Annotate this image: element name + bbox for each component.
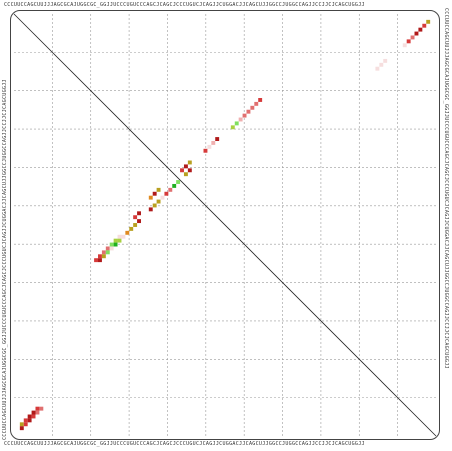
upper-triangle-dot xyxy=(422,23,427,28)
lower-triangle-dot xyxy=(39,406,44,411)
upper-triangle-dot xyxy=(180,168,184,173)
upper-triangle-dot xyxy=(187,160,192,165)
lower-triangle-dot xyxy=(168,187,173,192)
upper-triangle-dot xyxy=(250,105,255,110)
upper-triangle-dot xyxy=(23,418,28,423)
lower-triangle-dot xyxy=(133,223,138,227)
lower-triangle-dot xyxy=(19,426,24,431)
upper-triangle-dot xyxy=(418,27,423,32)
upper-triangle-dot xyxy=(27,414,32,419)
upper-triangle-dot xyxy=(211,140,216,145)
dots-layer xyxy=(19,19,431,431)
upper-triangle-dot xyxy=(101,250,106,255)
upper-triangle-dot xyxy=(203,148,208,153)
upper-triangle-dot xyxy=(258,98,263,102)
upper-triangle-dot xyxy=(230,125,235,130)
upper-triangle-dot xyxy=(383,58,388,63)
lower-triangle-dot xyxy=(125,230,130,235)
upper-triangle-dot xyxy=(152,191,157,196)
upper-triangle-dot xyxy=(254,101,259,106)
upper-triangle-dot xyxy=(414,31,419,36)
upper-triangle-dot xyxy=(148,195,153,200)
upper-triangle-dot xyxy=(109,242,114,247)
lower-triangle-dot xyxy=(121,234,126,239)
lower-triangle-dot xyxy=(160,195,165,200)
upper-triangle-dot xyxy=(137,211,141,216)
lower-triangle-dot xyxy=(113,242,118,247)
upper-triangle-dot xyxy=(246,109,251,114)
upper-triangle-dot xyxy=(426,19,431,24)
lower-triangle-dot xyxy=(35,410,40,415)
sequence-bottom-label: CCCUUCCAGCUUJJJAGCGCAJUGGCGC_GGJJUCCCUGU… xyxy=(4,441,365,447)
upper-triangle-dot xyxy=(105,246,110,251)
upper-triangle-dot xyxy=(402,43,407,48)
lower-triangle-dot xyxy=(98,258,102,263)
lower-triangle-dot xyxy=(176,180,181,184)
upper-triangle-dot xyxy=(234,121,239,126)
lower-triangle-dot xyxy=(152,203,157,208)
lower-triangle-dot xyxy=(137,219,141,224)
upper-triangle-dot xyxy=(98,254,102,259)
upper-triangle-dot xyxy=(31,410,36,415)
lower-triangle-dot xyxy=(105,250,110,255)
lower-triangle-dot xyxy=(172,183,177,188)
upper-triangle-dot xyxy=(35,406,40,411)
sequence-top-label: CCCUUCCAGCUUJJJAGCGCAJUGGCGC_GGJJUCCCUGU… xyxy=(4,2,365,8)
upper-triangle-dot xyxy=(94,258,99,263)
lower-triangle-dot xyxy=(164,191,169,196)
upper-triangle-dot xyxy=(117,234,122,239)
lower-triangle-dot xyxy=(117,238,122,243)
lower-triangle-dot xyxy=(101,254,106,259)
upper-triangle-dot xyxy=(238,117,243,122)
lower-triangle-dot xyxy=(27,418,32,423)
upper-triangle-dot xyxy=(156,187,161,192)
lower-triangle-dot xyxy=(148,207,153,212)
upper-triangle-dot xyxy=(19,422,24,427)
lower-triangle-dot xyxy=(187,168,192,173)
upper-triangle-dot xyxy=(183,164,188,169)
upper-triangle-dot xyxy=(113,238,118,243)
upper-triangle-dot xyxy=(379,62,384,67)
upper-triangle-dot xyxy=(215,137,220,141)
upper-triangle-dot xyxy=(410,35,415,40)
lower-triangle-dot xyxy=(23,422,28,427)
upper-triangle-dot xyxy=(242,113,247,118)
lower-triangle-dot xyxy=(31,414,36,419)
lower-triangle-dot xyxy=(156,199,161,204)
lower-triangle-dot xyxy=(129,226,134,231)
upper-triangle-dot xyxy=(406,39,411,44)
upper-triangle-dot xyxy=(207,144,212,149)
lower-triangle-dot xyxy=(183,172,188,177)
lower-triangle-dot xyxy=(109,246,114,251)
diagonal-line xyxy=(13,13,437,437)
upper-triangle-dot xyxy=(133,215,138,220)
upper-triangle-dot xyxy=(375,66,380,71)
